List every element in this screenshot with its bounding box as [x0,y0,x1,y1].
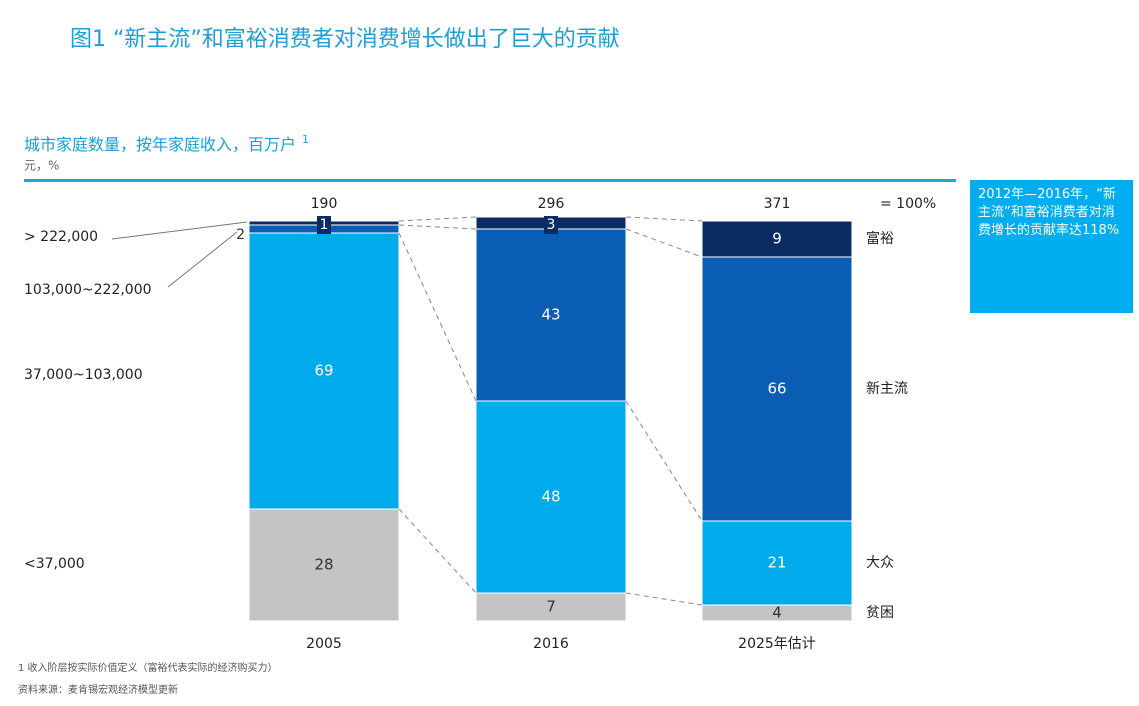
connector [398,232,477,402]
label-box [317,216,331,234]
chart-title: 图1 “新主流”和富裕消费者对消费增长做出了巨大的贡献 [70,27,620,52]
total-label: 371 [764,196,791,212]
x-tick-label: 2005 [306,636,342,652]
connector [625,228,703,258]
band-label: 37,000~103,000 [24,367,143,383]
band-label: 103,000~222,000 [24,282,152,298]
x-tick-label: 2016 [533,636,569,652]
data-label: 43 [541,306,560,324]
bar-segment [701,220,853,258]
data-label: 7 [546,598,556,616]
band-label: <37,000 [24,556,85,572]
data-label: 4 [772,604,782,622]
leader-line [111,221,248,240]
data-label: 9 [772,230,782,248]
connector [625,400,703,522]
data-label: 2 [236,227,245,243]
subtitle: 城市家庭数量，按年家庭收入，百万户 1 [24,133,309,154]
data-label: 48 [541,488,560,506]
data-label: 28 [314,556,333,574]
subtitle-note: 1 [302,133,309,146]
footnote: 1 收入阶层按实际价值定义（富裕代表实际的经济购买力） [18,661,278,674]
total-label: 190 [311,196,338,212]
data-label: 1 [320,217,329,233]
rule [24,179,956,182]
bar-segment [475,228,627,402]
connector [398,224,477,230]
total-suffix: = 100% [880,196,936,212]
bar-segment [701,520,853,606]
series-name: 贫困 [866,605,894,621]
connector [398,216,477,222]
data-label: 21 [767,554,786,572]
series-name: 富裕 [866,230,894,247]
connector [625,216,703,222]
connector [625,592,703,606]
bar-segment [248,232,400,510]
data-label: 69 [314,362,333,380]
data-label: 3 [547,217,556,233]
bar-segment [701,256,853,522]
label-box [544,216,558,234]
x-tick-label: 2025年估计 [738,636,816,652]
annotation: 2012年—2016年，“新主流”和富裕消费者对消费增长的贡献率达118% [970,180,1133,313]
series-name: 大众 [866,555,894,571]
subtitle-text: 城市家庭数量，按年家庭收入，百万户 [24,135,296,154]
series-name: 新主流 [866,381,908,397]
unit-label: 元，% [24,159,59,173]
leader-line [167,231,238,288]
bar-segment [248,508,400,622]
band-label: > 222,000 [24,229,98,245]
total-label: 296 [538,196,565,212]
footnote: 资料来源：麦肯锡宏观经济模型更新 [18,683,178,696]
connector [398,508,477,594]
data-label: 66 [767,380,786,398]
